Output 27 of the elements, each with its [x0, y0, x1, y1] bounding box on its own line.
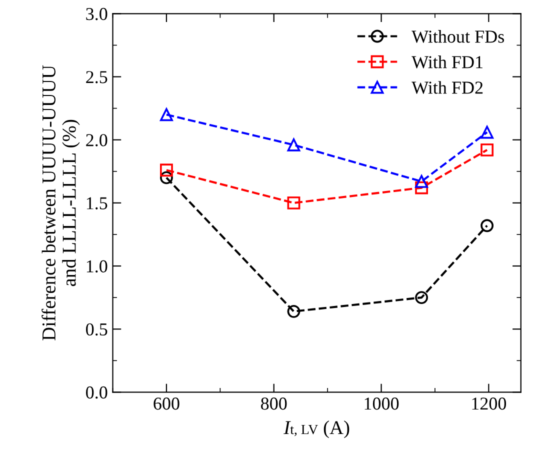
x-tick-label: 800 [261, 398, 287, 410]
y-tick-label: 1.0 [86, 260, 108, 273]
point [160, 108, 173, 122]
legend-label: With FD1 [412, 56, 482, 68]
y-tick-label: 1.5 [86, 197, 108, 210]
point [480, 219, 494, 232]
point [160, 171, 173, 184]
y-tick-label: 2.5 [86, 71, 108, 84]
point [415, 175, 428, 188]
point [480, 143, 494, 156]
y-tick-label: 0.0 [86, 386, 108, 399]
x-tick-label: 600 [154, 398, 180, 410]
point [480, 126, 494, 139]
point [160, 164, 173, 177]
y-axis-title: Difference between UUUU-UUUU and LLLL-LLLL (%) [42, 65, 80, 340]
point [415, 181, 428, 194]
point [287, 138, 300, 152]
point [287, 196, 300, 210]
y-tick-label: 3.0 [86, 8, 108, 20]
legend-label: With FD2 [412, 81, 483, 94]
y-tick-label: 0.5 [86, 323, 108, 336]
x-tick-label: 1200 [472, 398, 506, 410]
point [287, 304, 300, 318]
x-tick-label: 1000 [364, 398, 399, 410]
legend-label: Without FDs [412, 30, 504, 43]
point [415, 291, 428, 304]
y-tick-label: 2.0 [86, 134, 108, 146]
